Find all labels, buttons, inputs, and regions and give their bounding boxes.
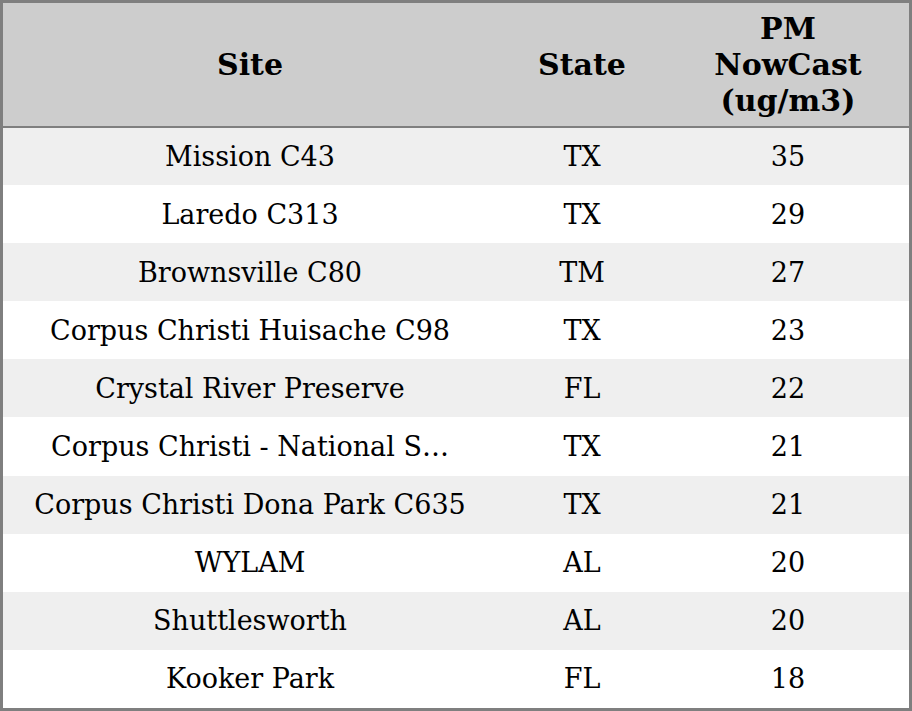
table-row: WYLAMAL20 xyxy=(3,534,909,592)
cell-pm-nowcast: 21 xyxy=(667,417,909,475)
cell-pm-nowcast: 27 xyxy=(667,243,909,301)
column-header-pm-nowcast: PM NowCast (ug/m3) xyxy=(667,3,909,127)
table-row: Corpus Christi Huisache C98TX23 xyxy=(3,301,909,359)
cell-state: AL xyxy=(497,592,667,650)
cell-state: TX xyxy=(497,127,667,185)
cell-state: TM xyxy=(497,243,667,301)
pm-nowcast-table: Site State PM NowCast (ug/m3) Mission C4… xyxy=(0,0,912,711)
cell-site: Shuttlesworth xyxy=(3,592,497,650)
table-row: Kooker ParkFL18 xyxy=(3,650,909,708)
cell-pm-nowcast: 23 xyxy=(667,301,909,359)
cell-site: WYLAM xyxy=(3,534,497,592)
table-row: ShuttlesworthAL20 xyxy=(3,592,909,650)
cell-pm-nowcast: 18 xyxy=(667,650,909,708)
cell-site: Kooker Park xyxy=(3,650,497,708)
site-readings-table: Site State PM NowCast (ug/m3) Mission C4… xyxy=(3,3,909,708)
table-row: Laredo C313TX29 xyxy=(3,185,909,243)
cell-state: TX xyxy=(497,476,667,534)
cell-site: Brownsville C80 xyxy=(3,243,497,301)
table-header-row: Site State PM NowCast (ug/m3) xyxy=(3,3,909,127)
cell-state: TX xyxy=(497,301,667,359)
cell-site: Corpus Christi Huisache C98 xyxy=(3,301,497,359)
cell-state: TX xyxy=(497,417,667,475)
cell-pm-nowcast: 20 xyxy=(667,534,909,592)
cell-state: TX xyxy=(497,185,667,243)
column-header-site: Site xyxy=(3,3,497,127)
cell-site: Mission C43 xyxy=(3,127,497,185)
table-row: Corpus Christi - National S…TX21 xyxy=(3,417,909,475)
table-row: Corpus Christi Dona Park C635TX21 xyxy=(3,476,909,534)
cell-pm-nowcast: 22 xyxy=(667,359,909,417)
cell-pm-nowcast: 35 xyxy=(667,127,909,185)
cell-state: AL xyxy=(497,534,667,592)
column-header-state: State xyxy=(497,3,667,127)
cell-state: FL xyxy=(497,650,667,708)
table-row: Brownsville C80TM27 xyxy=(3,243,909,301)
table-header: Site State PM NowCast (ug/m3) xyxy=(3,3,909,127)
cell-pm-nowcast: 20 xyxy=(667,592,909,650)
table-body: Mission C43TX35Laredo C313TX29Brownsvill… xyxy=(3,127,909,708)
cell-site: Corpus Christi - National S… xyxy=(3,417,497,475)
table-row: Mission C43TX35 xyxy=(3,127,909,185)
cell-pm-nowcast: 29 xyxy=(667,185,909,243)
cell-pm-nowcast: 21 xyxy=(667,476,909,534)
cell-site: Laredo C313 xyxy=(3,185,497,243)
cell-state: FL xyxy=(497,359,667,417)
cell-site: Crystal River Preserve xyxy=(3,359,497,417)
table-row: Crystal River PreserveFL22 xyxy=(3,359,909,417)
cell-site: Corpus Christi Dona Park C635 xyxy=(3,476,497,534)
